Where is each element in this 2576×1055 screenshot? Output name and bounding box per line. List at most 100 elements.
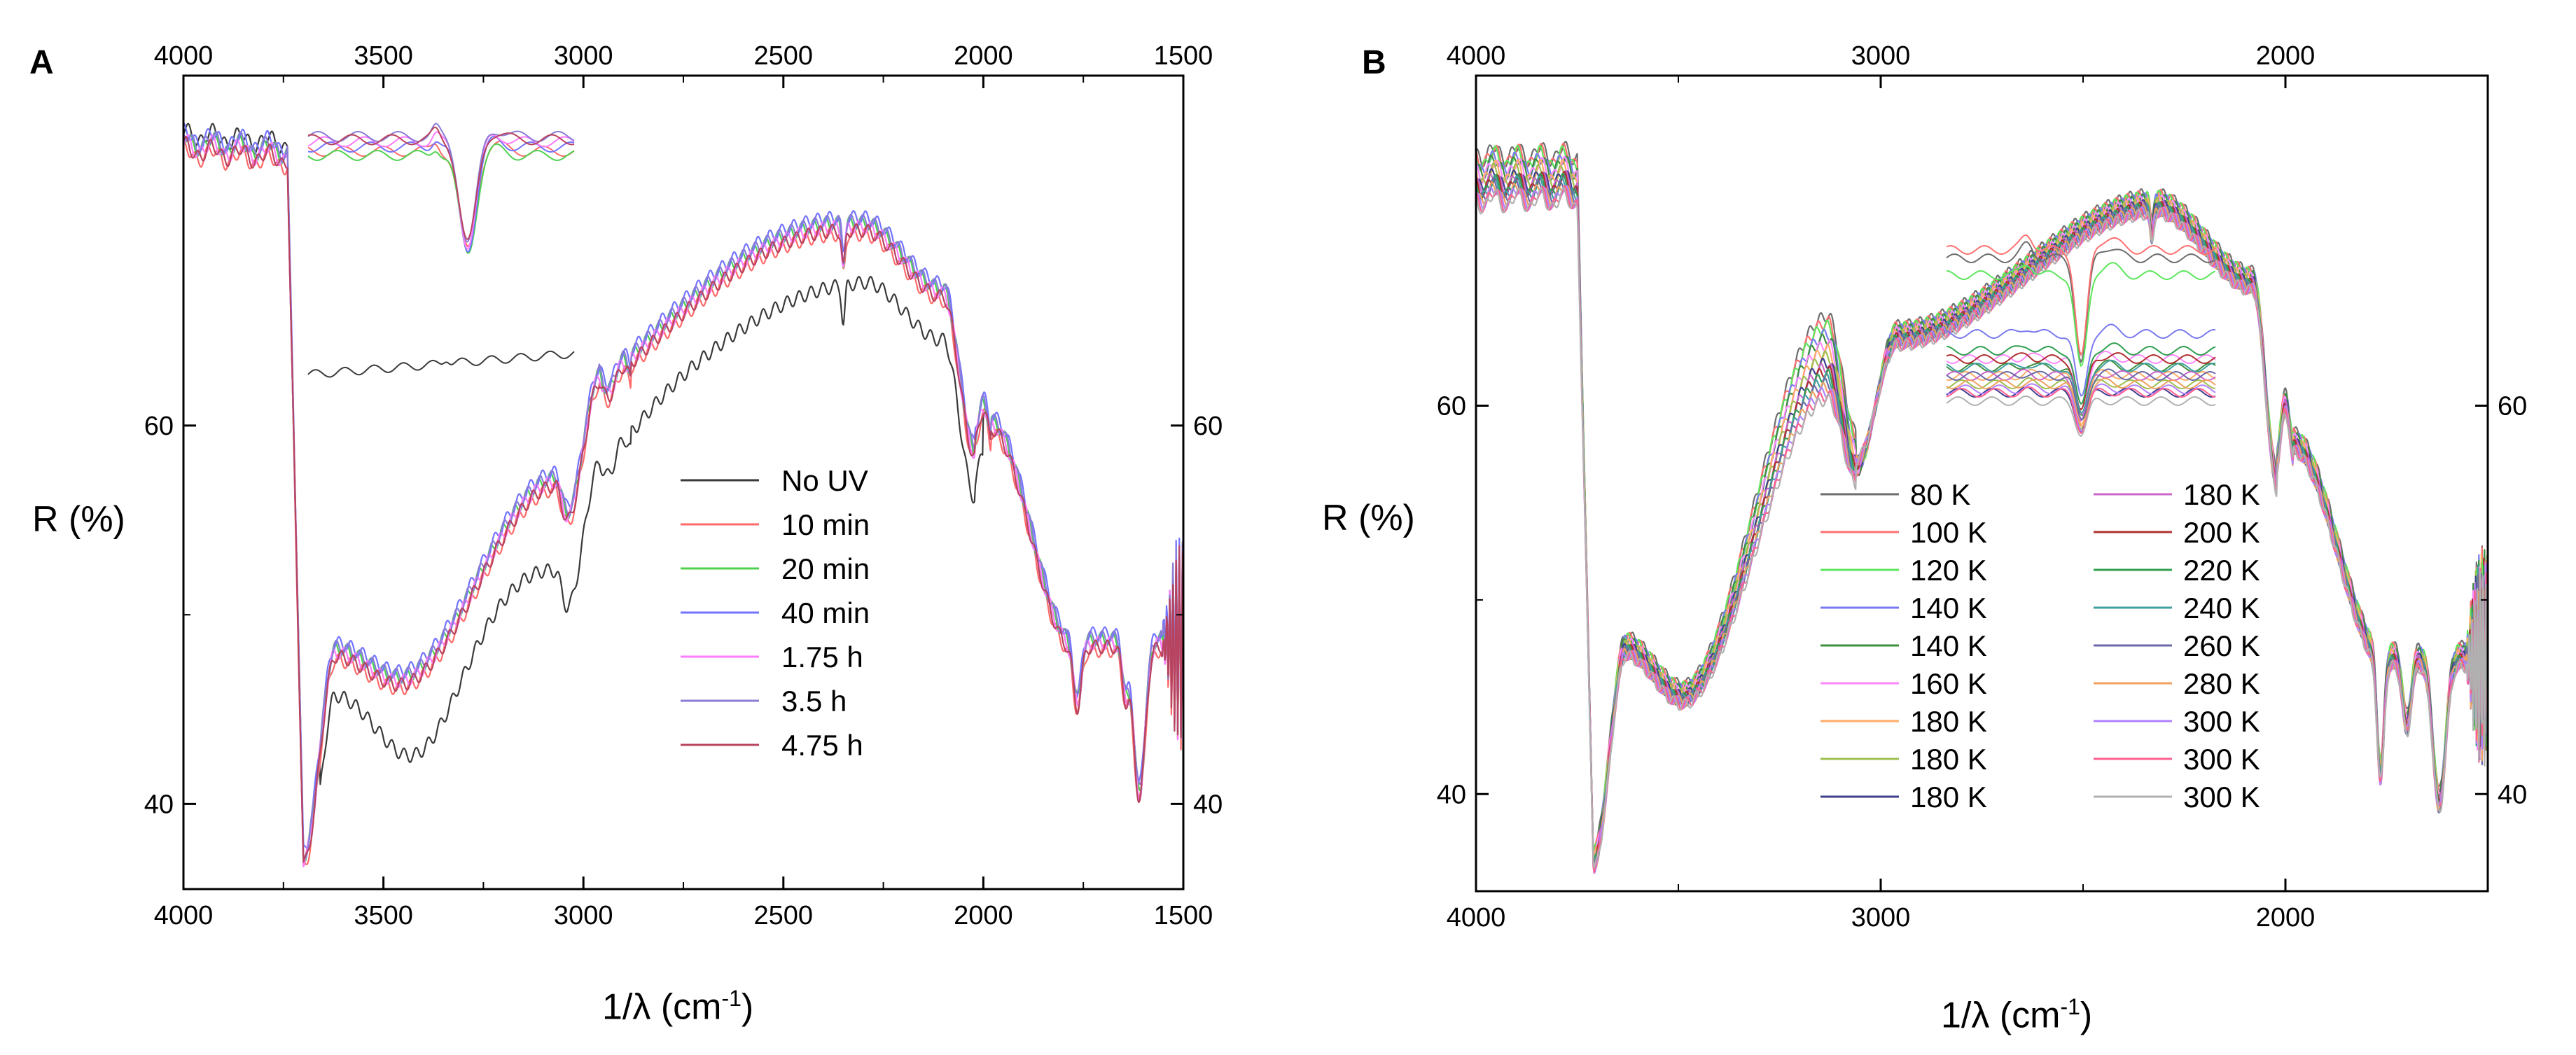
panel-a-inset-series-4-75-h-6 xyxy=(307,126,575,241)
panel-a-legend-label-0: No UV xyxy=(781,464,868,497)
panel-b-legend-label-15: 300 K xyxy=(2183,705,2260,738)
panel-b-legend-label-8: 180 K xyxy=(1910,781,1987,813)
panel-b-inset-series-120-k-2 xyxy=(1946,262,2216,368)
panel-a-xtick-label-bottom-4000: 4000 xyxy=(154,901,214,930)
panel-a-series-10-min-1 xyxy=(183,139,1185,865)
panel-a-xtick-label-top-2500: 2500 xyxy=(754,41,814,71)
panel-b-xtick-label-top-4000: 4000 xyxy=(1447,41,1506,71)
panel-b-inset-series-300-k-16 xyxy=(1946,386,2216,435)
panel-b-letter: B xyxy=(1362,44,1386,81)
panel-a-legend-label-2: 20 min xyxy=(781,552,870,585)
panel-b-legend-label-7: 180 K xyxy=(1910,743,1987,776)
panel-a-xtick-label-top-1500: 1500 xyxy=(1154,41,1213,71)
panel-a-frame xyxy=(182,74,1185,890)
panel-b-legend-label-0: 80 K xyxy=(1910,478,1970,511)
panel-a-xlabel: 1/λ (cm-1) xyxy=(602,986,753,1028)
panel-a-legend-label-4: 1.75 h xyxy=(781,641,863,673)
panel-b-legend-label-11: 220 K xyxy=(2183,554,2260,587)
panel-a-legend-label-5: 3.5 h xyxy=(781,685,847,718)
panel-b-xtick-label-top-3000: 3000 xyxy=(1851,41,1911,71)
panel-a-ytick-label-left-40: 40 xyxy=(144,790,174,819)
panel-a-series-40-min-3 xyxy=(183,122,1185,848)
panel-a-ytick-label-right-60: 60 xyxy=(1193,412,1223,441)
panel-b-xtick-label-bottom-4000: 4000 xyxy=(1447,903,1506,932)
panel-b-legend-label-14: 280 K xyxy=(2183,667,2260,700)
panel-b-xtick-label-bottom-3000: 3000 xyxy=(1851,903,1911,932)
panel-a-xtick-label-top-2000: 2000 xyxy=(954,41,1013,71)
panel-b-legend-label-17: 300 K xyxy=(2183,781,2260,813)
panel-b-ylabel: R (%) xyxy=(1322,498,1415,538)
panel-a-legend-label-1: 10 min xyxy=(781,508,870,541)
panel-a-plot: 4000 4000 3500 3500 3000 3000 2500 2500 2000 2000… xyxy=(144,41,1223,930)
panel-b-inset-series-260-k-13 xyxy=(1946,368,2216,421)
panel-b-xlabel-main: 1/λ (cm xyxy=(1941,995,2061,1036)
panel-b-legend-label-1: 100 K xyxy=(1910,516,1987,549)
panel-a-inset-series-3-5-h-5 xyxy=(307,123,575,243)
panel-b-inset-series-180-k-9 xyxy=(1946,368,2216,422)
panel-b-inset-series-140-k-3 xyxy=(1946,323,2216,397)
panel-a-xtick-label-bottom-2500: 2500 xyxy=(754,901,814,930)
panel-b-series-300-k-15 xyxy=(1475,184,2489,874)
panel-b-legend-label-3: 140 K xyxy=(1910,592,1987,624)
panel-b-xlabel-close: ) xyxy=(2080,995,2093,1036)
panel-a-series-4-75-h-6 xyxy=(182,136,1185,863)
panel-b-ytick-label-right-40: 40 xyxy=(2498,780,2527,809)
panel-b-xtick-label-bottom-2000: 2000 xyxy=(2256,903,2316,932)
panel-b-legend-label-6: 180 K xyxy=(1910,705,1987,738)
panel-b-ytick-label-right-60: 60 xyxy=(2498,392,2527,421)
panel-a-inset-series-no-uv-0 xyxy=(307,350,575,378)
panel-b-legend-label-9: 180 K xyxy=(2183,478,2260,511)
panel-b-inset-series-300-k-17 xyxy=(1946,396,2216,438)
panel-b-inset-series-200-k-10 xyxy=(1946,352,2216,411)
panel-a-xtick-label-bottom-2000: 2000 xyxy=(954,901,1013,930)
panel-b-legend-label-5: 160 K xyxy=(1910,667,1987,700)
panel-b-legend-label-10: 200 K xyxy=(2183,516,2260,549)
panel-b-inset-series-160-k-5 xyxy=(1946,351,2216,414)
panel-b-inset-series-280-k-14 xyxy=(1946,377,2216,428)
panel-a-ytick-label-right-40: 40 xyxy=(1193,790,1223,819)
panel-a-xtick-label-top-4000: 4000 xyxy=(154,41,214,71)
panel-b-legend-label-4: 140 K xyxy=(1910,629,1987,662)
panel-b-inset-series-180-k-6 xyxy=(1946,369,2216,425)
panel-b-inset-series-240-k-12 xyxy=(1946,359,2216,414)
panel-b-legend-label-16: 300 K xyxy=(2183,743,2260,776)
panel-a-xtick-label-top-3500: 3500 xyxy=(354,41,413,71)
panel-b-inset-series-80-k-0 xyxy=(1946,241,2216,364)
panel-a-ylabel: R (%) xyxy=(32,499,125,540)
panel-a-xtick-label-bottom-3500: 3500 xyxy=(354,901,413,930)
panel-b-legend-label-12: 240 K xyxy=(2183,592,2260,624)
panel-b-ytick-label-left-40: 40 xyxy=(1437,780,1466,809)
panel-b-series-300-k-17 xyxy=(1475,186,2489,869)
panel-a-series-no-uv-0 xyxy=(183,123,1185,867)
panel-a-xlabel-main: 1/λ (cm xyxy=(602,986,722,1028)
panel-a-series-3-5-h-5 xyxy=(182,131,1185,860)
panel-b-frame xyxy=(1475,74,2489,893)
panel-a-ytick-label-left-60: 60 xyxy=(144,412,174,441)
panel-b-ytick-label-left-60: 60 xyxy=(1437,392,1466,421)
panel-b-inset-series-100-k-1 xyxy=(1946,235,2216,357)
panel-a-legend-label-3: 40 min xyxy=(781,596,870,629)
panel-a-inset-series-1-75-h-4 xyxy=(307,131,575,250)
panel-b-plot: 4000 4000 3000 3000 2000 2000 40 40 60 60 80 K 100 … xyxy=(1437,41,2528,932)
panel-a-series-20-min-2 xyxy=(182,132,1185,864)
panel-a-series-1-75-h-4 xyxy=(183,134,1185,867)
panel-b-xtick-label-top-2000: 2000 xyxy=(2256,41,2316,71)
panel-b-legend-label-13: 260 K xyxy=(2183,629,2260,662)
panel-b-legend-label-2: 120 K xyxy=(1910,554,1987,587)
panel-a-xlabel-sup: -1 xyxy=(721,986,742,1011)
panel-a-inset-series-40-min-3 xyxy=(307,136,575,253)
panel-a-xtick-label-bottom-3000: 3000 xyxy=(554,901,613,930)
panel-a-xtick-label-top-3000: 3000 xyxy=(554,41,613,71)
panel-a-xlabel-close: ) xyxy=(741,986,754,1028)
panel-b-inset-series-220-k-11 xyxy=(1946,342,2216,405)
panel-b-series-300-k-16 xyxy=(1475,185,2489,874)
panel-b-xlabel: 1/λ (cm-1) xyxy=(1941,994,2092,1036)
panel-a-legend-label-6: 4.75 h xyxy=(781,729,863,762)
panel-a-letter: A xyxy=(29,44,54,81)
panel-a-xtick-label-bottom-1500: 1500 xyxy=(1154,901,1213,930)
panel-b-inset-series-180-k-7 xyxy=(1946,377,2216,431)
panel-b-xlabel-sup: -1 xyxy=(2060,994,2080,1019)
panel-a-inset-series-20-min-2 xyxy=(307,143,575,254)
